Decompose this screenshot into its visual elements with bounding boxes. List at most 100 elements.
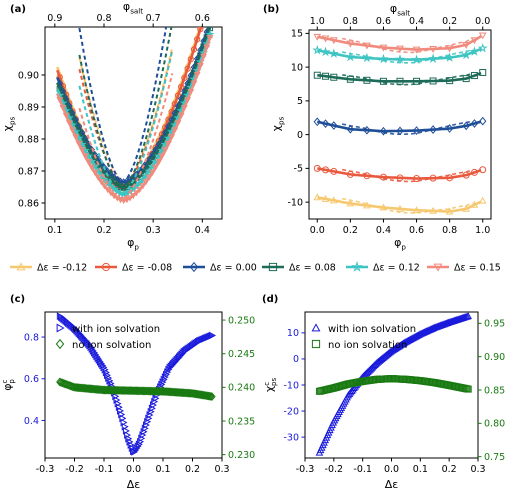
data-point-p015: [145, 174, 153, 181]
data-point-p008: [330, 73, 338, 81]
data-point-p015: [88, 164, 96, 171]
legend-label: no ion solvation: [72, 340, 151, 351]
data-point-with-ion: [160, 375, 168, 384]
data-point-m008: [413, 175, 421, 182]
data-point-p015: [174, 120, 182, 127]
data-point-p012: [328, 48, 339, 58]
legend-marker: [311, 323, 321, 332]
data-point-m008: [429, 174, 437, 182]
data-point-p012: [103, 178, 113, 188]
panel-a-series: [55, 2, 215, 205]
x-tick-label: 0.4: [195, 225, 210, 236]
data-point-p015: [206, 35, 214, 42]
data-point-p015: [184, 97, 192, 104]
top-axis-label-a: φsalt: [123, 0, 143, 15]
data-point-p000: [363, 125, 371, 135]
data-point-m008: [446, 174, 454, 182]
data-point-m008: [194, 36, 201, 43]
series-dashed-m012: [342, 197, 474, 214]
y-tick-label: 10: [287, 328, 299, 339]
data-point-p012: [469, 46, 480, 56]
data-point-p000: [429, 125, 437, 134]
data-point-p008: [479, 69, 487, 77]
data-point-m008: [204, 5, 209, 10]
data-point-m008: [174, 92, 182, 99]
data-point-with-ion: [161, 373, 169, 381]
data-point-with-ion: [101, 365, 109, 374]
y-tick-label: -30: [283, 432, 299, 443]
data-point-p015: [158, 153, 166, 160]
data-point-p008: [446, 77, 454, 85]
y-tick-label: -10: [287, 197, 303, 208]
data-point-p008: [413, 77, 421, 85]
x-tick-label: 0.3: [214, 464, 229, 475]
data-point-p012: [135, 178, 145, 188]
data-point-m012: [313, 193, 322, 201]
series-line-m012: [317, 196, 482, 213]
x-tick-label: -0.3: [36, 464, 55, 475]
x-tick-label: 0.1: [155, 464, 170, 475]
legend-marker-p008: [268, 262, 278, 272]
y2-tick-label: 0.245: [228, 349, 255, 360]
data-point-p015: [196, 63, 204, 70]
data-point-no-ion: [208, 392, 216, 401]
data-point-m012: [396, 204, 404, 212]
legend: Δε = -0.12 Δε = -0.08 Δε = 0.00 Δε = 0.08 Δε…: [10, 261, 501, 274]
data-point-p015: [478, 32, 487, 40]
data-point-m012: [363, 201, 371, 209]
data-point-p015: [346, 40, 355, 48]
data-point-p015: [91, 169, 99, 177]
x-tick-label: -0.2: [325, 464, 344, 475]
data-point-p015: [142, 179, 150, 186]
y-tick-label: -20: [283, 406, 299, 417]
data-point-p015: [97, 179, 105, 186]
data-point-m008: [181, 74, 188, 82]
y-tick-label: 0: [297, 130, 303, 141]
data-point-p015: [161, 147, 169, 154]
x-tick-label: -0.1: [95, 464, 114, 475]
y-tick-label: 5: [297, 96, 303, 107]
y-axis-label-a: χps: [1, 116, 16, 131]
data-point-p015: [56, 97, 64, 104]
data-point-p012: [312, 44, 323, 55]
data-point-with-ion: [106, 376, 114, 385]
data-point-m008: [363, 172, 371, 180]
data-point-p015: [171, 127, 179, 134]
data-point-p015: [59, 105, 67, 112]
top-tick-label: 0.9: [47, 13, 62, 24]
data-point-p012: [444, 52, 455, 62]
data-point-p015: [62, 112, 70, 119]
x-tick-label: -0.2: [65, 464, 84, 475]
legend-marker-m008: [101, 262, 111, 272]
data-point-m008: [462, 171, 470, 179]
data-point-m008: [197, 27, 204, 33]
data-point-m008: [479, 166, 487, 174]
y2-tick-label: 0.90: [484, 352, 505, 363]
data-point-p015: [120, 197, 128, 205]
data-point-p012: [411, 54, 422, 64]
y-tick-label: 15: [291, 29, 303, 40]
x-tick-label: 0.2: [442, 464, 457, 475]
top-tick-label: 0.8: [96, 13, 111, 24]
data-point-p015: [193, 71, 201, 79]
y-tick-label: -10: [283, 380, 299, 391]
data-point-m008: [184, 65, 191, 72]
y2-tick-label: 0.240: [228, 383, 255, 394]
y-tick-label: 0.88: [18, 134, 39, 145]
data-point-p015: [321, 35, 330, 43]
data-point-m012: [204, 2, 209, 7]
data-point-p015: [470, 37, 479, 45]
data-point-no-ion: [205, 391, 214, 401]
data-point-with-ion: [159, 378, 167, 386]
panel-c: -0.3 -0.2 -0.1 0.0 0.1 0.2 0.3 0.4 0.6 0.8 0.230 0.…: [1, 294, 255, 488]
y2-tick-label: 0.235: [228, 416, 255, 427]
data-point-m012: [321, 194, 330, 202]
y-tick-label: 10: [291, 62, 303, 73]
data-point-no-ion: [207, 392, 215, 401]
x-axis-label: Δε: [385, 478, 399, 488]
data-point-p000: [396, 126, 404, 136]
x-tick-label: 1.0: [475, 225, 490, 236]
x-tick-label: 0.8: [442, 225, 457, 236]
top-tick-label: 0.6: [195, 13, 210, 24]
